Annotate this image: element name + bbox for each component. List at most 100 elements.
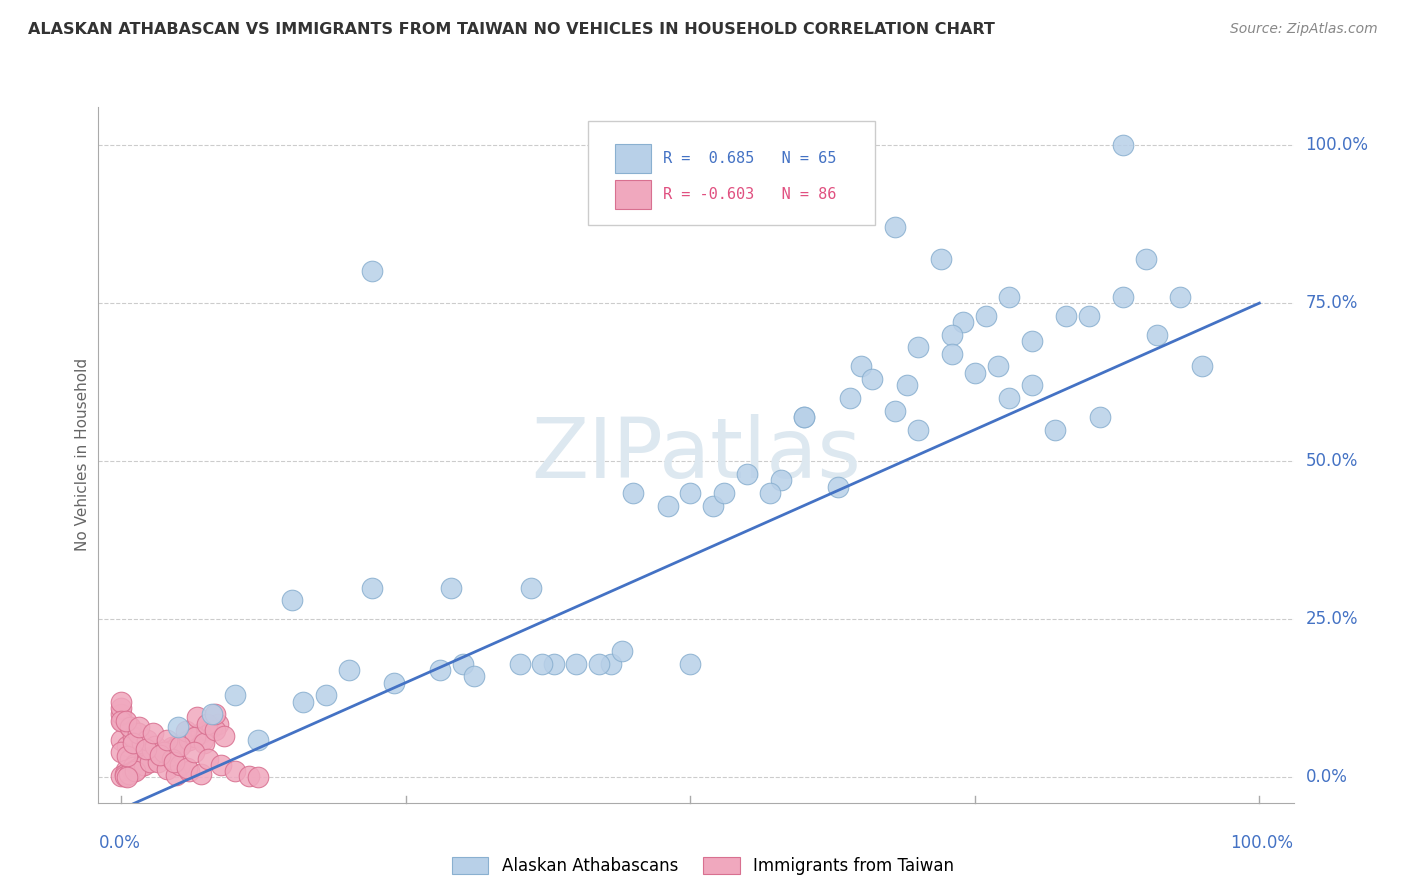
Point xyxy=(162,751,184,765)
Point xyxy=(204,707,226,722)
Point xyxy=(142,751,165,765)
Text: Source: ZipAtlas.com: Source: ZipAtlas.com xyxy=(1230,22,1378,37)
Point xyxy=(124,756,146,771)
Point xyxy=(1112,138,1135,153)
Point xyxy=(1135,252,1157,266)
Point xyxy=(176,761,198,775)
Point xyxy=(128,720,150,734)
Point xyxy=(793,409,815,424)
Point xyxy=(121,764,143,779)
Point xyxy=(998,391,1021,405)
Point xyxy=(114,769,136,783)
Point xyxy=(162,740,184,755)
Point xyxy=(860,372,883,386)
Point xyxy=(165,741,187,756)
Legend: Alaskan Athabascans, Immigrants from Taiwan: Alaskan Athabascans, Immigrants from Tai… xyxy=(443,849,963,884)
Point xyxy=(849,359,872,374)
Point xyxy=(770,473,793,487)
Point xyxy=(110,745,132,759)
Point xyxy=(907,423,929,437)
Point xyxy=(110,714,132,728)
Point xyxy=(360,581,382,595)
Point xyxy=(150,745,173,759)
Point xyxy=(907,340,929,354)
Point xyxy=(621,486,644,500)
Point xyxy=(167,720,190,734)
Point xyxy=(115,739,138,753)
Point xyxy=(246,771,269,785)
Text: R = -0.603   N = 86: R = -0.603 N = 86 xyxy=(662,187,837,202)
Point xyxy=(884,403,907,417)
Point xyxy=(148,749,170,764)
Point xyxy=(657,499,679,513)
Point xyxy=(110,701,132,715)
Point xyxy=(599,657,621,671)
Point xyxy=(184,730,207,744)
Point xyxy=(146,756,169,770)
Point xyxy=(114,763,136,777)
Point xyxy=(713,486,735,500)
Point xyxy=(1054,309,1077,323)
Point xyxy=(207,716,229,731)
Point xyxy=(1077,309,1099,323)
Point xyxy=(121,730,143,744)
Point xyxy=(315,688,337,702)
Text: 25.0%: 25.0% xyxy=(1305,610,1358,628)
Text: 0.0%: 0.0% xyxy=(1305,769,1347,787)
Point xyxy=(204,723,226,737)
Point xyxy=(815,138,838,153)
Point xyxy=(610,644,633,658)
Point xyxy=(179,764,201,779)
Point xyxy=(143,747,166,762)
Point xyxy=(702,499,724,513)
Point xyxy=(111,714,134,728)
Point xyxy=(987,359,1010,374)
Point xyxy=(209,757,232,772)
Point xyxy=(679,657,702,671)
Point xyxy=(463,669,485,683)
Point xyxy=(124,764,146,779)
Point xyxy=(115,749,138,764)
Point xyxy=(169,757,191,772)
Point xyxy=(963,366,986,380)
Point xyxy=(127,726,149,740)
Point xyxy=(120,720,142,734)
Point xyxy=(173,735,195,749)
Point xyxy=(1112,290,1135,304)
Point xyxy=(246,732,269,747)
Y-axis label: No Vehicles in Household: No Vehicles in Household xyxy=(75,359,90,551)
Point xyxy=(896,378,918,392)
Point xyxy=(941,347,963,361)
Point xyxy=(132,757,155,772)
Point xyxy=(110,695,132,709)
Point xyxy=(1088,409,1111,424)
Text: 50.0%: 50.0% xyxy=(1305,452,1358,470)
Point xyxy=(131,757,153,772)
Point xyxy=(190,767,212,781)
Point xyxy=(110,732,132,747)
Point xyxy=(120,720,142,734)
Point xyxy=(110,707,132,722)
Point xyxy=(153,745,176,759)
Point xyxy=(156,742,179,756)
Point xyxy=(429,663,451,677)
Point xyxy=(520,581,543,595)
Point xyxy=(884,220,907,235)
Point xyxy=(115,771,138,785)
Point xyxy=(201,720,224,734)
Point xyxy=(120,751,142,765)
Point xyxy=(440,581,463,595)
Point xyxy=(201,707,224,722)
Point xyxy=(186,710,208,724)
Point xyxy=(191,732,214,747)
Point xyxy=(588,657,610,671)
Point xyxy=(110,769,132,783)
Point xyxy=(195,716,218,731)
Point xyxy=(1168,290,1191,304)
Point xyxy=(224,688,246,702)
FancyBboxPatch shape xyxy=(614,144,651,173)
Text: 75.0%: 75.0% xyxy=(1305,294,1358,312)
Point xyxy=(114,714,136,728)
Point xyxy=(1146,327,1168,342)
Point xyxy=(156,732,179,747)
